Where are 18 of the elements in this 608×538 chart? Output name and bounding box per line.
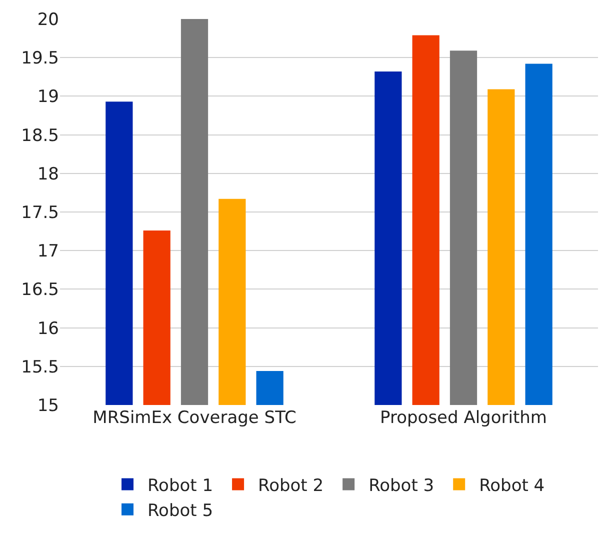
y-tick-label: 19 [37, 87, 59, 108]
legend-label: Robot 4 [479, 476, 545, 496]
y-tick-label: 18.5 [21, 126, 59, 146]
y-tick-label: 17 [37, 242, 59, 262]
legend-label: Robot 3 [368, 476, 434, 496]
x-tick-label: Proposed Algorithm [380, 408, 547, 428]
legend-label: Robot 2 [258, 476, 324, 496]
y-tick-label: 17.5 [21, 202, 59, 223]
y-tick-label: 20 [37, 10, 59, 30]
y-tick-label: 15 [37, 396, 59, 416]
x-tick-label: MRSimEx Coverage STC [92, 408, 296, 428]
y-tick-label: 16 [37, 318, 59, 339]
legend-label: Robot 5 [148, 501, 214, 522]
y-tick-label: 18 [37, 164, 59, 184]
y-tick-label: 16.5 [21, 280, 59, 300]
legend-label: Robot 1 [148, 476, 214, 496]
y-tick-label: 15.5 [21, 357, 59, 378]
y-tick-label: 19.5 [21, 48, 59, 69]
